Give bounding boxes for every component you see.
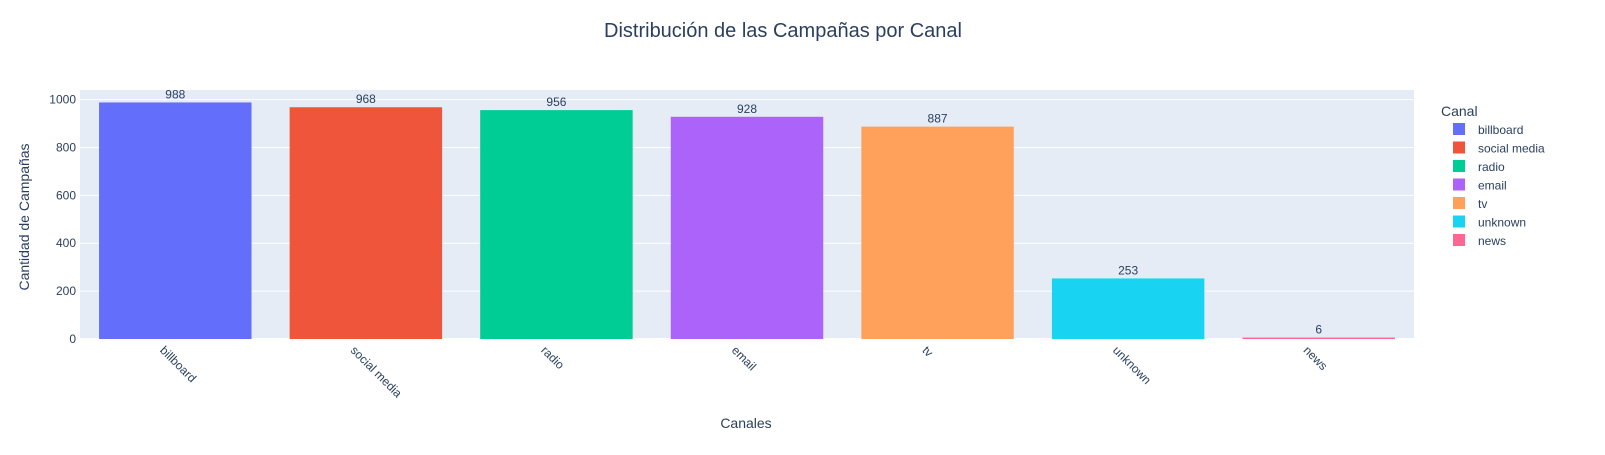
legend-title: Canal [1441,103,1478,119]
bar-email[interactable] [670,116,824,339]
legend-label: news [1478,234,1506,248]
y-tick-label: 600 [56,188,76,202]
x-tick-label: billboard [157,343,199,385]
legend-swatch [1453,123,1465,135]
legend-item-unknown[interactable]: unknown [1453,215,1526,230]
x-tick-label: tv [919,343,936,360]
bar-news[interactable] [1242,337,1395,339]
data-label: 253 [1118,263,1138,277]
legend-swatch [1453,160,1465,172]
bar-billboard[interactable] [99,102,252,339]
y-tick-label: 1000 [49,93,76,107]
data-labels: 988 968 956 928 887 253 6 [165,87,1322,336]
legend-label: unknown [1478,216,1526,230]
bar-tv[interactable] [861,126,1014,339]
legend-item-social-media[interactable]: social media [1453,141,1545,156]
chart-title: Distribución de las Campañas por Canal [604,20,962,42]
legend-label: tv [1478,197,1487,211]
y-tick-label: 0 [69,332,76,346]
legend-label: social media [1478,142,1545,156]
data-label: 6 [1315,323,1322,337]
legend-swatch [1453,141,1465,154]
legend-item-billboard[interactable]: billboard [1453,123,1523,137]
legend-label: billboard [1478,123,1523,137]
x-tick-label: news [1301,343,1331,373]
x-tick-label: email [729,343,759,373]
legend-swatch [1453,215,1465,228]
legend-swatch [1453,234,1465,246]
x-tick-label: social media [348,343,405,400]
legend-item-radio[interactable]: radio [1453,160,1505,174]
y-axis-label: Cantidad de Campañas [16,143,32,290]
data-label: 988 [165,87,185,101]
bar-social-media[interactable] [289,107,443,339]
legend-label: radio [1478,160,1505,174]
y-tick-label: 400 [56,236,76,250]
bar-unknown[interactable] [1051,278,1205,339]
y-tick-label: 200 [56,284,76,298]
legend-swatch [1453,178,1465,191]
legend-item-news[interactable]: news [1453,234,1506,248]
data-label: 968 [356,92,376,106]
data-label: 887 [928,112,948,126]
legend-swatch [1453,197,1465,209]
data-label: 928 [737,102,757,116]
x-tick-label: radio [538,343,567,372]
y-tick-label: 800 [56,140,76,154]
data-label: 956 [546,95,566,109]
bar-radio[interactable] [480,110,633,339]
legend-item-tv[interactable]: tv [1453,197,1487,211]
bars [99,102,1395,339]
legend-item-email[interactable]: email [1453,178,1507,193]
legend-label: email [1478,179,1507,193]
y-axis-ticks: 0 200 400 600 800 1000 [49,93,76,346]
x-tick-label: unknown [1110,343,1154,387]
x-axis-ticks: billboard social media radio email tv unknown… [157,343,1330,400]
x-axis-label: Canales [720,415,771,431]
legend: Canal billboard social media radio email tv u… [1441,103,1545,248]
